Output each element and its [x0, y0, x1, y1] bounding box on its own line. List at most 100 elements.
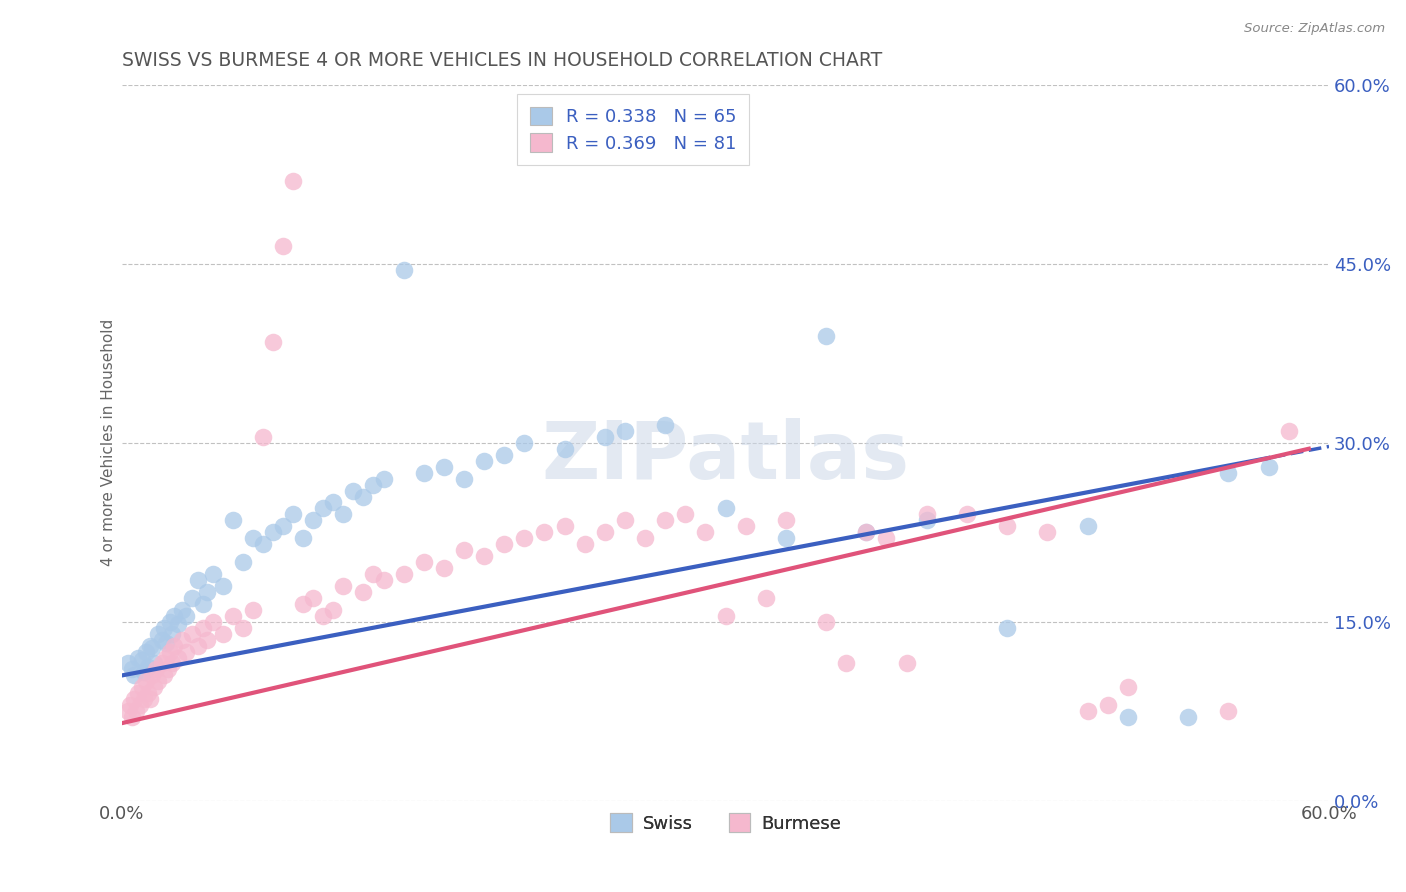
Text: SWISS VS BURMESE 4 OR MORE VEHICLES IN HOUSEHOLD CORRELATION CHART: SWISS VS BURMESE 4 OR MORE VEHICLES IN H…	[122, 51, 883, 70]
Point	[117, 657, 139, 671]
Point	[494, 448, 516, 462]
Point	[714, 501, 737, 516]
Point	[281, 173, 304, 187]
Point	[163, 639, 186, 653]
Point	[1177, 710, 1199, 724]
Point	[131, 653, 153, 667]
Point	[139, 692, 162, 706]
Point	[513, 531, 536, 545]
Point	[176, 608, 198, 623]
Point	[995, 621, 1018, 635]
Point	[695, 525, 717, 540]
Point	[159, 615, 181, 629]
Point	[242, 531, 264, 545]
Point	[141, 640, 163, 655]
Point	[159, 644, 181, 658]
Point	[373, 472, 395, 486]
Point	[513, 435, 536, 450]
Point	[155, 636, 177, 650]
Point	[211, 579, 233, 593]
Point	[155, 650, 177, 665]
Point	[302, 513, 325, 527]
Point	[433, 459, 456, 474]
Point	[453, 472, 475, 486]
Point	[221, 608, 243, 623]
Point	[613, 513, 636, 527]
Point	[271, 239, 294, 253]
Point	[755, 591, 778, 605]
Point	[262, 525, 284, 540]
Point	[201, 615, 224, 629]
Point	[153, 621, 176, 635]
Point	[121, 710, 143, 724]
Point	[127, 686, 149, 700]
Point	[134, 665, 156, 679]
Point	[1097, 698, 1119, 713]
Point	[312, 608, 335, 623]
Point	[262, 334, 284, 349]
Point	[242, 603, 264, 617]
Legend: Swiss, Burmese: Swiss, Burmese	[600, 805, 851, 842]
Point	[136, 660, 159, 674]
Point	[1116, 710, 1139, 724]
Point	[281, 508, 304, 522]
Point	[815, 328, 838, 343]
Point	[855, 525, 877, 540]
Point	[352, 585, 374, 599]
Point	[187, 639, 209, 653]
Point	[122, 692, 145, 706]
Point	[120, 698, 142, 713]
Point	[1077, 519, 1099, 533]
Point	[117, 704, 139, 718]
Point	[554, 442, 576, 456]
Point	[332, 579, 354, 593]
Point	[312, 501, 335, 516]
Point	[412, 555, 434, 569]
Point	[472, 549, 495, 563]
Point	[271, 519, 294, 533]
Point	[554, 519, 576, 533]
Point	[232, 555, 254, 569]
Point	[129, 698, 152, 713]
Point	[363, 567, 385, 582]
Point	[162, 657, 184, 671]
Point	[654, 513, 676, 527]
Point	[143, 657, 166, 671]
Point	[134, 692, 156, 706]
Point	[392, 263, 415, 277]
Point	[127, 650, 149, 665]
Point	[1218, 466, 1240, 480]
Point	[135, 674, 157, 689]
Point	[472, 454, 495, 468]
Point	[1116, 681, 1139, 695]
Point	[494, 537, 516, 551]
Point	[150, 657, 173, 671]
Point	[145, 662, 167, 676]
Point	[121, 662, 143, 676]
Point	[373, 573, 395, 587]
Point	[342, 483, 364, 498]
Point	[634, 531, 657, 545]
Point	[412, 466, 434, 480]
Point	[574, 537, 596, 551]
Text: ZIPatlas: ZIPatlas	[541, 418, 910, 496]
Point	[252, 430, 274, 444]
Point	[162, 626, 184, 640]
Point	[1278, 424, 1301, 438]
Point	[433, 561, 456, 575]
Point	[143, 681, 166, 695]
Point	[352, 490, 374, 504]
Point	[221, 513, 243, 527]
Point	[136, 686, 159, 700]
Point	[172, 632, 194, 647]
Point	[181, 591, 204, 605]
Point	[232, 621, 254, 635]
Point	[167, 617, 190, 632]
Point	[593, 430, 616, 444]
Point	[141, 668, 163, 682]
Point	[995, 519, 1018, 533]
Point	[915, 508, 938, 522]
Point	[392, 567, 415, 582]
Point	[1036, 525, 1059, 540]
Point	[533, 525, 555, 540]
